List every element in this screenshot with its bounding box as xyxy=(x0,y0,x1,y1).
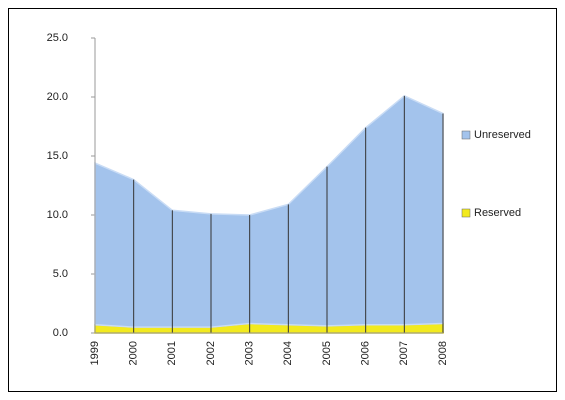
x-tick-label: 2005 xyxy=(321,341,333,365)
legend-label: Reserved xyxy=(474,207,521,219)
y-tick-label: 25.0 xyxy=(47,32,68,44)
legend-label: Unreserved xyxy=(474,129,531,141)
x-tick-label: 2001 xyxy=(166,341,178,365)
x-tick-label: 2006 xyxy=(360,341,372,365)
x-tick-label: 2002 xyxy=(205,341,217,365)
x-tick-label: 1999 xyxy=(89,341,101,365)
y-tick-label: 20.0 xyxy=(47,91,68,103)
x-tick-label: 2000 xyxy=(128,341,140,365)
x-tick-label: 2007 xyxy=(398,341,410,365)
x-tick-label: 2003 xyxy=(244,341,256,365)
y-tick-label: 10.0 xyxy=(47,209,68,221)
y-tick-label: 15.0 xyxy=(47,150,68,162)
legend-swatch xyxy=(461,208,471,218)
legend-swatch xyxy=(461,130,471,140)
y-tick-label: 0.0 xyxy=(53,327,68,339)
y-tick-label: 5.0 xyxy=(53,268,68,280)
x-tick-label: 2008 xyxy=(437,341,449,365)
x-tick-label: 2004 xyxy=(282,341,294,365)
chart-frame xyxy=(8,8,557,392)
